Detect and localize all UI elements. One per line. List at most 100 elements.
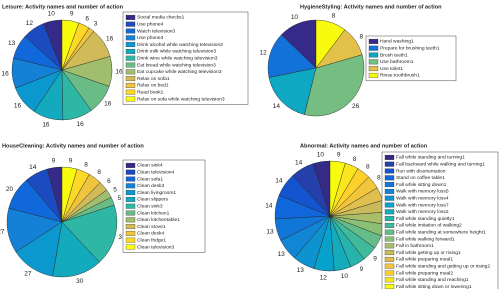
legend-label: Prepare for brushing teeth1 (380, 45, 440, 51)
legend-label: Fall while standing at somewhere height1 (396, 229, 486, 235)
legend-swatch (384, 229, 395, 235)
pie-slice (329, 160, 346, 217)
pie-slice (52, 221, 100, 278)
legend-label: Use phone3 (137, 35, 164, 41)
legend-label: Clean television4 (137, 169, 175, 175)
legend-swatch (384, 202, 395, 208)
legend-label: Clean television3 (137, 244, 175, 250)
legend-swatch (368, 66, 379, 72)
legend-swatch (125, 217, 136, 223)
legend-label: Fall while standing and reaching1 (396, 277, 469, 283)
slice-value-label: 9 (373, 255, 377, 262)
slice-value-label: 12 (320, 274, 328, 281)
legend-swatch (384, 209, 395, 215)
slice-value-label: 10 (291, 14, 299, 21)
legend-swatch (125, 244, 136, 250)
legend-label: Walk with memory loss5 (396, 189, 449, 195)
pie-chart: HouseCleaning: Activity names and number… (0, 143, 206, 285)
slice-value-label: 14 (273, 103, 281, 110)
legend-label: Read book1 (137, 89, 164, 95)
legend-swatch (125, 169, 136, 175)
slice-value-label: 9 (337, 151, 341, 158)
legend-label: Fall while standing and getting up or ri… (396, 263, 490, 269)
slice-value-label: 8 (359, 33, 363, 40)
legend-swatch (125, 82, 136, 88)
slice-value-label: 16 (115, 68, 123, 75)
slice-value-label: 16 (42, 121, 50, 128)
slice-value-label: 8 (353, 156, 357, 163)
legend-label: Social media checks1 (137, 15, 185, 21)
legend-label: Use phone4 (137, 21, 164, 27)
legend-label: Walk with memory loss2 (396, 209, 449, 215)
legend-swatch (384, 277, 395, 283)
legend-label: Relax on sofa1 (137, 76, 170, 82)
legend-swatch (384, 161, 395, 167)
slice-value-label: 9 (69, 157, 73, 164)
slice-value-label: 8 (366, 164, 370, 171)
slice-value-label: 27 (24, 270, 32, 277)
slice-value-label: 13 (266, 229, 274, 236)
legend-label: Hand washing1 (380, 39, 414, 45)
legend-label: Fall while sitting down1 (396, 182, 447, 188)
slice-value-label: 8 (377, 174, 381, 181)
pie-chart: Abnormal: Activity names and number of a… (265, 143, 499, 289)
pie-chart: Leisure: Activity names and number of ac… (2, 4, 249, 128)
slice-value-label: 16 (106, 35, 114, 42)
slice-value-label: 9 (70, 11, 74, 18)
legend-swatch (368, 52, 379, 58)
legend-label: Walk with memory loss4 (396, 195, 449, 201)
legend-label: Clean livingroom1 (137, 190, 176, 196)
legend-label: Clean desk4 (137, 231, 164, 237)
legend-swatch (125, 14, 136, 20)
pie-slice (61, 166, 78, 223)
legend-swatch (368, 72, 379, 78)
legend-swatch (125, 196, 136, 202)
legend-label: Relax on sofa while watching television3 (137, 96, 225, 102)
legend-swatch (125, 69, 136, 75)
legend-box (381, 151, 499, 289)
legend-label: Clean fridge1 (137, 237, 166, 243)
slice-value-label: 16 (14, 102, 22, 109)
legend-label: Drink alcohol while watching television3 (137, 42, 223, 48)
legend-box (365, 35, 457, 82)
slice-value-label: 6 (107, 178, 111, 185)
slice-value-label: 37 (118, 234, 126, 241)
legend-swatch (125, 183, 136, 189)
legend-label: Fall while getting up or rising1 (396, 250, 461, 256)
legend-swatch (125, 35, 136, 41)
legend-swatch (125, 224, 136, 230)
legend-label: Watch television3 (137, 28, 175, 34)
slice-value-label: 14 (295, 159, 303, 166)
slice-value-label: 14 (29, 164, 37, 171)
legend-swatch (125, 203, 136, 209)
legend-swatch (384, 222, 395, 228)
legend-label: Drink wine while watching television3 (137, 55, 218, 61)
legend-label: Clean stove1 (137, 224, 166, 230)
legend-label: Clean sink3 (137, 203, 163, 209)
legend-label: Fall while imitation of walking2 (396, 223, 462, 229)
legend-label: Fall while walking forward1 (396, 236, 455, 242)
slice-value-label: 20 (6, 186, 14, 193)
slice-value-label: 9 (360, 266, 364, 273)
legend-label: Stand on coffee table1 (396, 175, 445, 181)
chart-title: Leisure: Activity names and number of ac… (2, 4, 124, 10)
slice-value-label: 16 (104, 101, 112, 108)
legend-label: Drink milk while watching television3 (137, 49, 216, 55)
slice-value-label: 16 (77, 121, 85, 128)
legend-swatch (368, 59, 379, 65)
pie-slice (61, 204, 118, 263)
legend-swatch (125, 176, 136, 182)
slice-value-label: 3 (94, 21, 98, 28)
legend-swatch (384, 195, 395, 201)
slice-value-label: 10 (341, 273, 349, 280)
slice-value-label: 26 (352, 103, 360, 110)
legend-label: Clean kitchentable1 (137, 217, 180, 223)
slice-value-label: 13 (8, 40, 16, 47)
pie-slice (304, 54, 365, 117)
pie-slice (315, 19, 346, 69)
legend-swatch (384, 284, 395, 289)
legend-swatch (368, 45, 379, 51)
legend-box (122, 11, 249, 105)
legend-swatch (125, 89, 136, 95)
